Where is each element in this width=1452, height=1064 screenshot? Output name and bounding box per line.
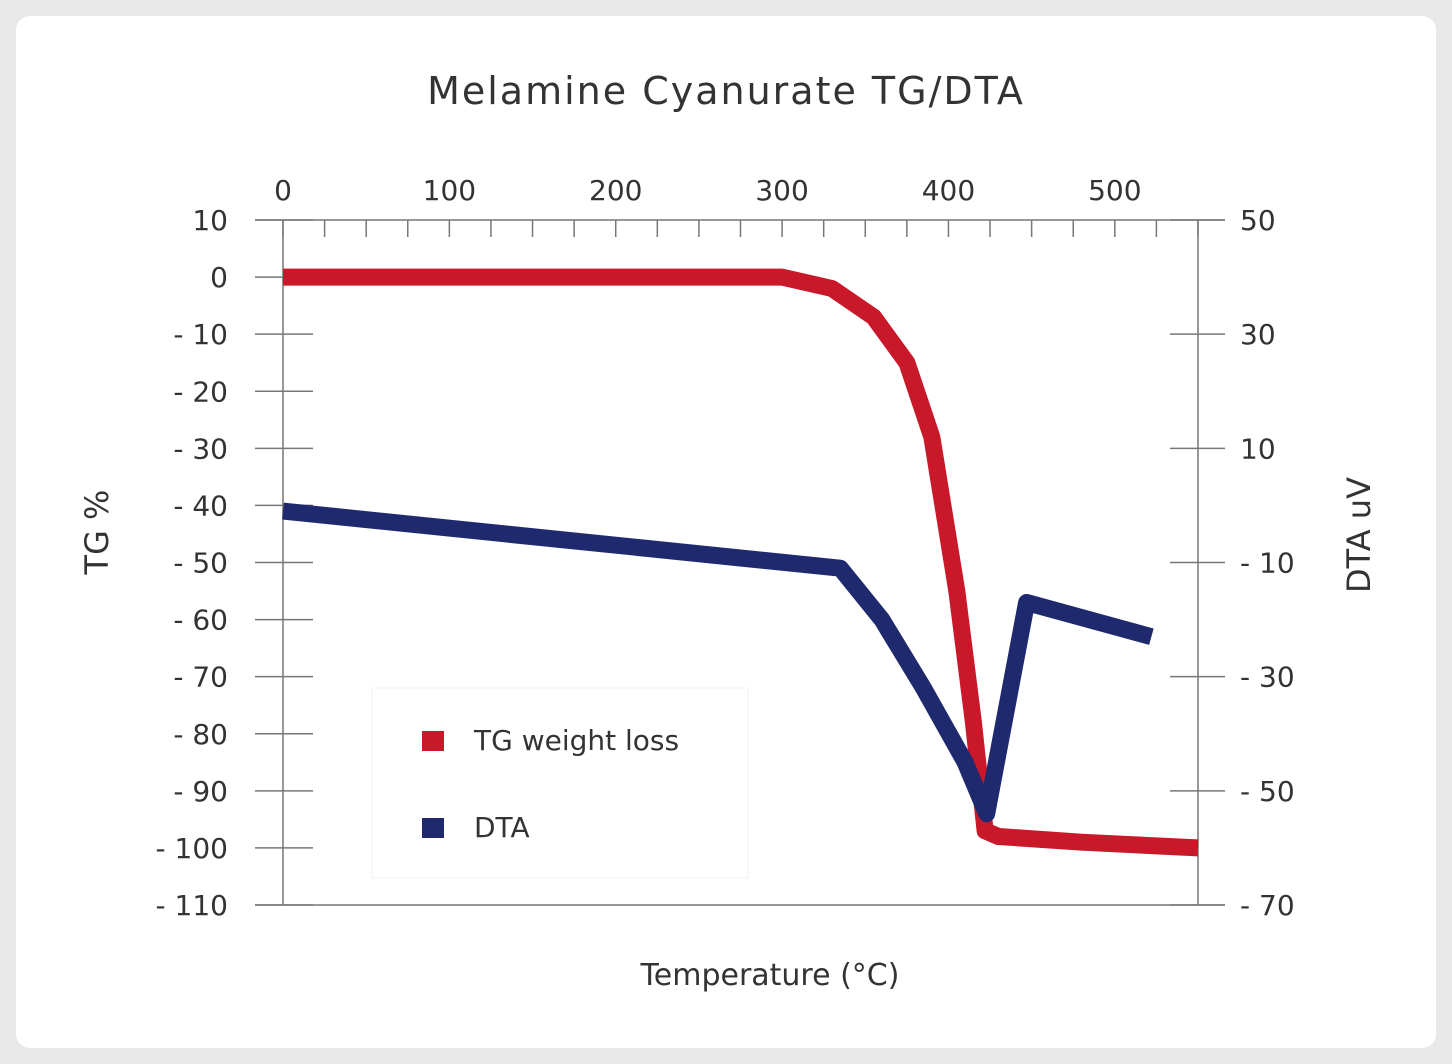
legend-swatch-dta — [422, 818, 444, 838]
legend-label-tg: TG weight loss — [473, 724, 679, 757]
x-tick-label: 300 — [755, 174, 808, 207]
chart-title: Melamine Cyanurate TG/DTA — [427, 69, 1025, 113]
y-tick-label: - 40 — [173, 489, 228, 522]
x-axis-label: Temperature (°C) — [640, 958, 900, 993]
y-tick-label: 10 — [192, 204, 228, 237]
y-tick-label: - 100 — [156, 832, 228, 865]
y-axis-label: TG % — [78, 490, 116, 576]
y-tick-label: - 50 — [173, 547, 228, 580]
legend-box — [371, 687, 749, 879]
y2-axis-label: DTA uV — [1340, 477, 1378, 593]
y-tick-label: - 90 — [173, 775, 228, 808]
x-tick-label: 100 — [423, 174, 476, 207]
y2-tick-label: - 50 — [1240, 775, 1295, 808]
x-tick-label: 500 — [1088, 174, 1141, 207]
y2-tick-label: - 70 — [1240, 889, 1295, 922]
dta-line — [282, 502, 1154, 823]
y-tick-label: 0 — [210, 261, 228, 294]
y-tick-label: - 60 — [173, 604, 228, 637]
y2-tick-label: 50 — [1240, 204, 1276, 237]
y-tick-label: - 110 — [156, 889, 228, 922]
y-tick-label: - 20 — [173, 375, 228, 408]
x-tick-label: 400 — [922, 174, 975, 207]
x-tick-label: 200 — [589, 174, 642, 207]
y-tick-label: - 30 — [173, 432, 228, 465]
y-tick-label: - 80 — [173, 718, 228, 751]
y-tick-label: - 10 — [173, 318, 228, 351]
tg-weight-loss-line — [283, 268, 1199, 857]
legend-swatch-tg — [422, 731, 444, 751]
legend-label-dta: DTA — [474, 811, 530, 844]
y2-tick-label: - 10 — [1240, 547, 1295, 580]
y2-tick-label: - 30 — [1240, 661, 1295, 694]
y-tick-label: - 70 — [173, 661, 228, 694]
y2-tick-label: 30 — [1240, 318, 1276, 351]
x-tick-label: 0 — [274, 174, 292, 207]
y2-tick-label: 10 — [1240, 432, 1276, 465]
